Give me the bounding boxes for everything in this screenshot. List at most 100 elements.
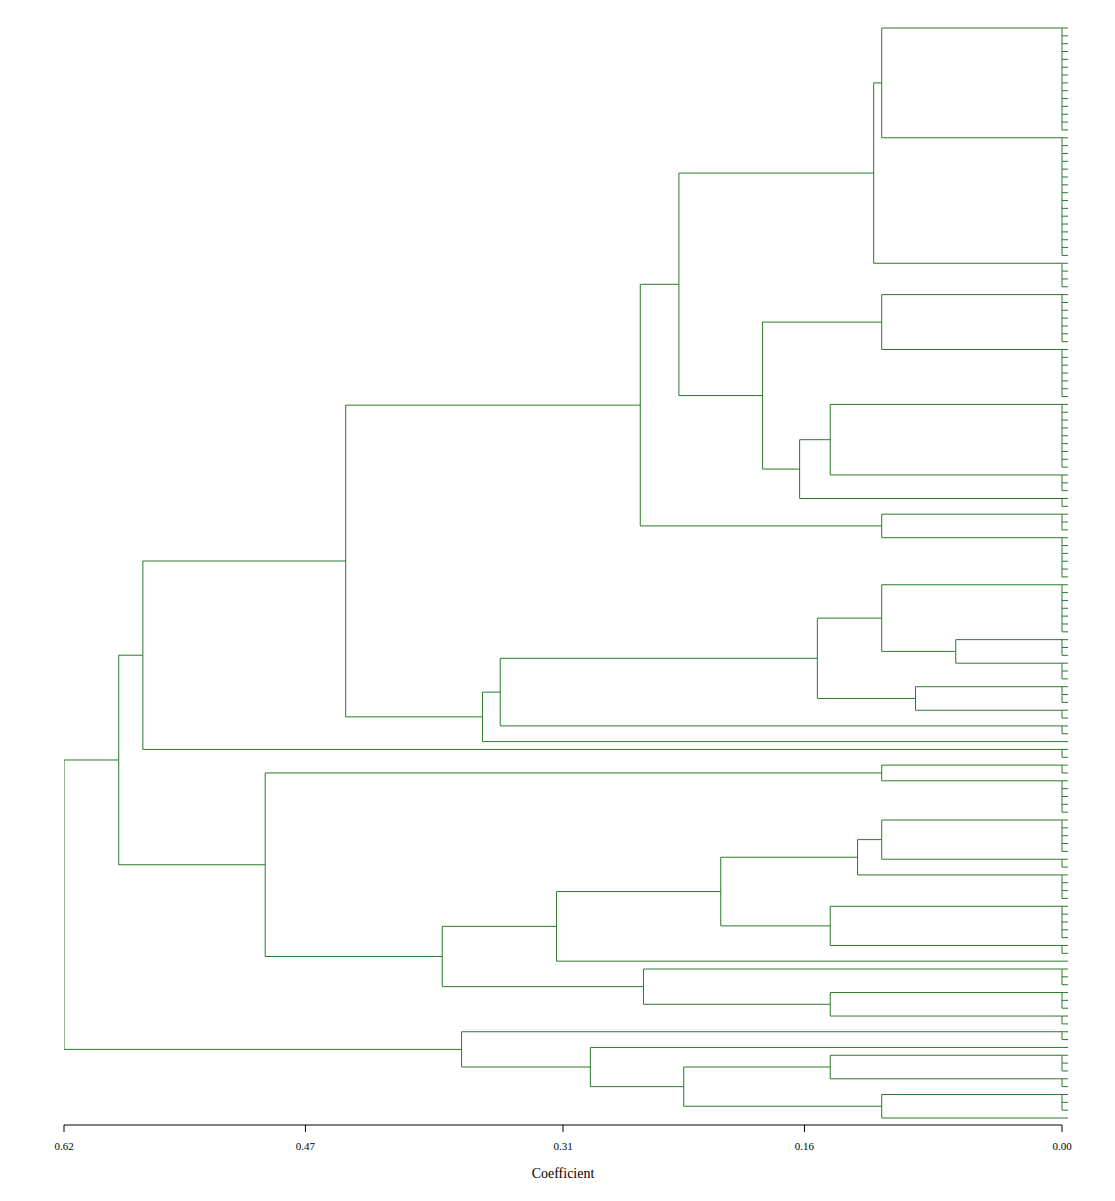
leaf — [1062, 835, 1068, 836]
branch — [483, 741, 1062, 742]
leaf — [1062, 733, 1068, 734]
leaf — [1062, 106, 1068, 107]
tick — [1062, 1125, 1063, 1132]
leaf — [1062, 129, 1068, 130]
leaf — [1062, 937, 1068, 938]
leaf — [1062, 623, 1068, 624]
leaf — [1062, 192, 1068, 193]
leaf — [1062, 474, 1068, 475]
leaf — [1062, 137, 1068, 138]
leaf — [1062, 788, 1068, 789]
branch — [346, 716, 483, 717]
leaf — [1062, 780, 1068, 781]
branch — [500, 658, 817, 659]
leaf — [1062, 992, 1068, 993]
leaf — [1062, 114, 1068, 115]
leaf-group — [1062, 514, 1063, 530]
tick-label: 0.47 — [296, 1140, 316, 1152]
leaf — [1062, 373, 1068, 374]
branch — [830, 1055, 1062, 1056]
branch — [442, 926, 556, 927]
branch — [500, 725, 1062, 726]
branch — [684, 1106, 882, 1107]
leaf — [1062, 1016, 1068, 1017]
branch — [679, 395, 763, 396]
leaf — [1062, 263, 1068, 264]
leaf — [1062, 482, 1068, 483]
leaf — [1062, 427, 1068, 428]
leaf-group — [1062, 781, 1063, 812]
leaf — [1062, 796, 1068, 797]
leaf — [1062, 639, 1068, 640]
leaf — [1062, 271, 1068, 272]
branch — [830, 945, 1062, 946]
leaf — [1062, 655, 1068, 656]
leaf — [1062, 1063, 1068, 1064]
branch — [830, 474, 1062, 475]
leaf — [1062, 906, 1068, 907]
leaf-group — [1062, 640, 1063, 656]
branch — [640, 525, 881, 526]
branch — [119, 655, 143, 656]
leaf — [1062, 976, 1068, 977]
leaf — [1062, 380, 1068, 381]
leaf — [1062, 820, 1068, 821]
leaf — [1062, 153, 1068, 154]
branch — [830, 906, 1062, 907]
leaf — [1062, 176, 1068, 177]
leaf — [1062, 302, 1068, 303]
leaf — [1062, 961, 1068, 962]
leaf — [1062, 341, 1068, 342]
leaf — [1062, 1118, 1068, 1119]
leaf — [1062, 765, 1068, 766]
leaf — [1062, 1086, 1068, 1087]
leaf — [1062, 725, 1068, 726]
leaf — [1062, 420, 1068, 421]
branch — [858, 839, 882, 840]
leaf — [1062, 694, 1068, 695]
leaf-group — [1062, 350, 1063, 397]
branch — [830, 992, 1062, 993]
branch — [143, 560, 346, 561]
leaf-group — [1062, 138, 1063, 256]
leaf — [1062, 184, 1068, 185]
leaf-group — [1062, 263, 1063, 287]
leaf-group — [1062, 538, 1063, 577]
leaf — [1062, 686, 1068, 687]
branch — [882, 780, 1062, 781]
leaf — [1062, 749, 1068, 750]
leaf-group — [1062, 499, 1063, 507]
leaf — [1062, 969, 1068, 970]
leaf — [1062, 545, 1068, 546]
leaf — [1062, 522, 1068, 523]
branch — [882, 651, 956, 652]
node — [64, 760, 65, 1049]
branch — [882, 28, 1062, 29]
leaf — [1062, 1047, 1068, 1048]
leaf — [1062, 631, 1068, 632]
leaf — [1062, 1055, 1068, 1056]
leaf — [1062, 451, 1068, 452]
leaf — [1062, 498, 1068, 499]
branch — [643, 969, 1062, 970]
leaf — [1062, 1039, 1068, 1040]
leaf-group — [1062, 945, 1063, 953]
leaf — [1062, 169, 1068, 170]
leaf-group — [1062, 993, 1063, 1009]
branch — [882, 1094, 1062, 1095]
branch — [462, 1031, 1062, 1032]
branch — [462, 1067, 591, 1068]
leaf — [1062, 859, 1068, 860]
leaf-group — [1062, 875, 1063, 899]
leaf — [1062, 75, 1068, 76]
leaf — [1062, 561, 1068, 562]
leaf — [1062, 506, 1068, 507]
leaf — [1062, 294, 1068, 295]
leaf — [1062, 702, 1068, 703]
leaf-group — [1062, 687, 1063, 703]
leaf — [1062, 98, 1068, 99]
leaf — [1062, 953, 1068, 954]
branch — [858, 874, 1062, 875]
leaf — [1062, 890, 1068, 891]
branch — [882, 584, 1062, 585]
